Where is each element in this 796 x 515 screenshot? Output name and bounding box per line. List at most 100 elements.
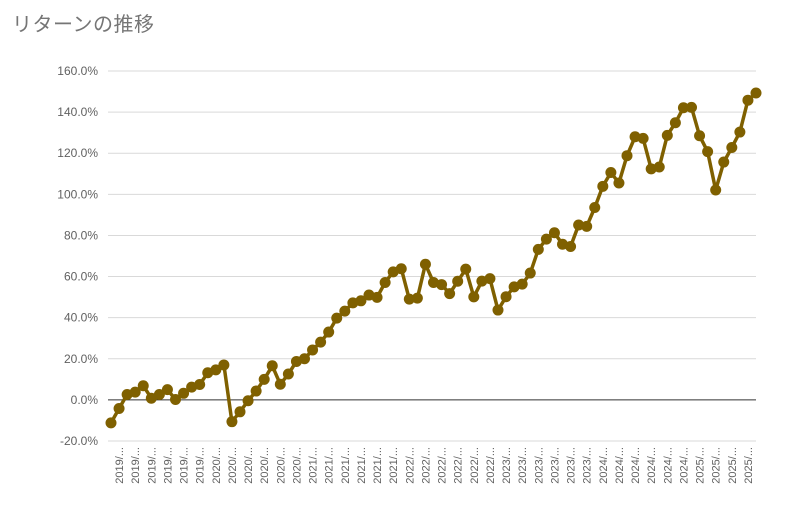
- data-point: [129, 386, 141, 398]
- data-point: [331, 312, 343, 324]
- data-point: [444, 288, 456, 300]
- data-point: [113, 403, 125, 415]
- x-tick-label: 2024/...: [630, 447, 642, 484]
- data-point: [718, 156, 730, 168]
- data-point: [540, 233, 552, 245]
- x-tick-label: 2023/...: [517, 447, 529, 484]
- data-point: [750, 87, 762, 99]
- data-point: [436, 279, 448, 291]
- data-point: [565, 241, 577, 253]
- data-point: [710, 184, 722, 196]
- series-layer: [105, 87, 762, 429]
- data-point: [371, 291, 383, 303]
- x-tick-label: 2023/...: [501, 447, 513, 484]
- x-tick-label: 2019/...: [130, 447, 142, 484]
- data-point: [532, 243, 544, 255]
- x-tick-label: 2019/...: [146, 447, 158, 484]
- data-point: [266, 360, 278, 372]
- data-point: [315, 336, 327, 348]
- data-point: [339, 305, 351, 317]
- x-tick-label: 2021/...: [308, 447, 320, 484]
- data-point: [282, 368, 294, 380]
- x-tick-label: 2022/...: [437, 447, 449, 484]
- x-tick-label: 2023/...: [533, 447, 545, 484]
- x-tick-label: 2019/...: [179, 447, 191, 484]
- data-point: [516, 278, 528, 290]
- x-tick-label: 2022/...: [420, 447, 432, 484]
- x-tick-label: 2024/...: [662, 447, 674, 484]
- x-tick-label: 2021/...: [372, 447, 384, 484]
- y-tick-label: 140.0%: [57, 105, 98, 119]
- y-tick-label: 40.0%: [64, 311, 98, 325]
- data-point: [234, 406, 246, 418]
- data-point: [597, 180, 609, 192]
- data-point: [492, 304, 504, 316]
- x-tick-label: 2025/...: [695, 447, 707, 484]
- x-tick-label: 2020/...: [211, 447, 223, 484]
- x-tick-label: 2020/...: [275, 447, 287, 484]
- data-point: [484, 273, 496, 285]
- data-point: [500, 291, 512, 303]
- data-point: [395, 263, 407, 275]
- x-tick-label: 2021/...: [340, 447, 352, 484]
- data-point: [637, 132, 649, 144]
- data-point: [726, 141, 738, 153]
- x-tick-label: 2024/...: [598, 447, 610, 484]
- x-tick-label: 2025/...: [743, 447, 755, 484]
- data-point: [355, 295, 367, 307]
- data-point: [460, 263, 472, 275]
- data-point: [379, 277, 391, 289]
- data-point: [702, 146, 714, 158]
- data-point: [218, 359, 230, 371]
- data-point: [258, 373, 270, 385]
- data-point: [677, 102, 689, 114]
- gridlines: [108, 70, 756, 442]
- x-tick-label: 2025/...: [711, 447, 723, 484]
- x-tick-label: 2020/...: [259, 447, 271, 484]
- data-point: [452, 275, 464, 287]
- y-tick-label: 100.0%: [57, 187, 98, 201]
- data-point: [242, 395, 254, 407]
- x-tick-label: 2021/...: [388, 447, 400, 484]
- data-point: [411, 292, 423, 304]
- x-axis-ticks: 2019/... 2019/... 2019/... 2019/... 2019/...…: [114, 447, 755, 484]
- x-tick-label: 2022/...: [485, 447, 497, 484]
- y-tick-label: 120.0%: [57, 146, 98, 160]
- data-point: [307, 344, 319, 356]
- y-tick-label: 80.0%: [64, 228, 98, 242]
- y-tick-label: 160.0%: [57, 64, 98, 78]
- x-tick-label: 2023/...: [582, 447, 594, 484]
- x-tick-label: 2020/...: [243, 447, 255, 484]
- data-point: [734, 126, 746, 138]
- data-point: [589, 201, 601, 213]
- data-point: [621, 150, 633, 162]
- x-tick-label: 2020/...: [291, 447, 303, 484]
- data-point: [419, 258, 431, 270]
- data-point: [669, 117, 681, 129]
- y-axis-ticks: 160.0% 140.0% 120.0% 100.0% 80.0% 60.0% 40.0% 2…: [57, 64, 98, 448]
- x-tick-label: 2025/...: [727, 447, 739, 484]
- y-tick-label: 60.0%: [64, 270, 98, 284]
- data-point: [605, 167, 617, 179]
- data-point: [274, 378, 286, 390]
- data-point: [250, 385, 262, 397]
- data-point: [170, 393, 181, 405]
- x-tick-label: 2023/...: [566, 447, 578, 484]
- x-tick-label: 2019/...: [195, 447, 207, 484]
- data-point: [548, 227, 560, 239]
- x-tick-label: 2019/...: [162, 447, 174, 484]
- data-point: [178, 387, 190, 399]
- data-point: [210, 364, 222, 376]
- x-tick-label: 2022/...: [453, 447, 465, 484]
- y-tick-label: 0.0%: [71, 393, 99, 407]
- x-tick-label: 2021/...: [356, 447, 368, 484]
- data-point: [105, 417, 117, 429]
- data-point: [581, 220, 593, 232]
- data-point: [161, 384, 173, 396]
- data-point: [137, 380, 149, 392]
- data-point: [323, 326, 335, 338]
- data-point: [153, 389, 165, 401]
- data-point: [653, 161, 665, 173]
- data-point: [403, 293, 415, 305]
